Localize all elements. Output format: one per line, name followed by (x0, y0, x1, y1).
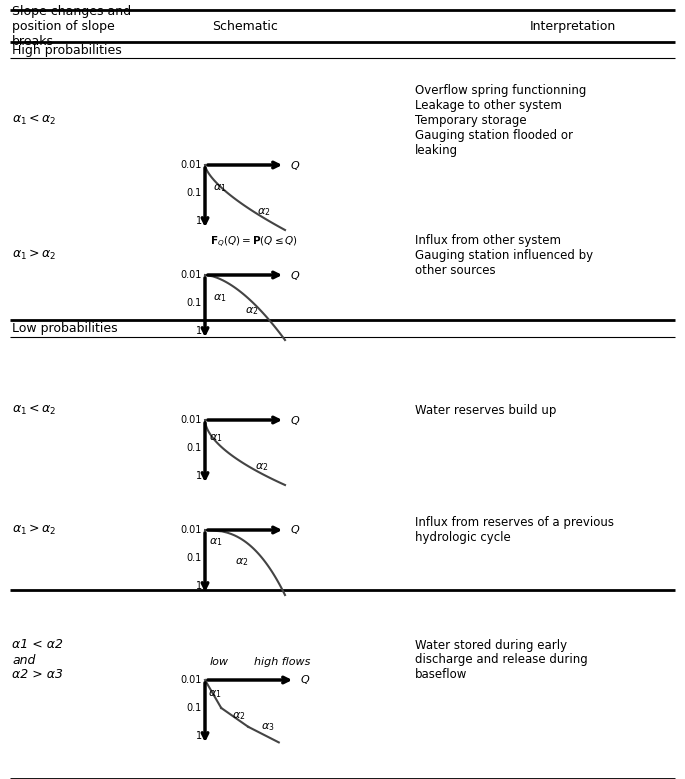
Text: $Q$: $Q$ (300, 674, 310, 686)
Text: 0.1: 0.1 (187, 188, 202, 198)
Text: 1: 1 (196, 216, 202, 226)
Text: $\alpha_1$: $\alpha_1$ (208, 689, 221, 700)
Text: $\alpha_3$: $\alpha_3$ (261, 721, 275, 733)
Text: 1: 1 (196, 731, 202, 741)
Text: 0.1: 0.1 (187, 443, 202, 453)
Text: Influx from reserves of a previous
hydrologic cycle: Influx from reserves of a previous hydro… (415, 516, 614, 544)
Text: $\alpha_2$: $\alpha_2$ (232, 710, 245, 721)
Text: $\alpha_1$: $\alpha_1$ (213, 182, 227, 194)
Text: 1: 1 (196, 326, 202, 336)
Text: high flows: high flows (255, 657, 311, 667)
Text: $Q$: $Q$ (290, 269, 300, 281)
Text: 0.01: 0.01 (181, 160, 202, 170)
Text: Water stored during early
discharge and release during
baseflow: Water stored during early discharge and … (415, 639, 588, 682)
Text: 0.1: 0.1 (187, 553, 202, 563)
Text: $Q$: $Q$ (290, 158, 300, 171)
Text: Low probabilities: Low probabilities (12, 322, 118, 334)
Text: $\alpha_2$: $\alpha_2$ (257, 206, 271, 217)
Text: Schematic: Schematic (212, 19, 278, 33)
Text: $\alpha_1$: $\alpha_1$ (209, 432, 223, 444)
Text: α1 < α2
and
α2 > α3: α1 < α2 and α2 > α3 (12, 639, 63, 682)
Text: $\alpha_1 > \alpha_2$: $\alpha_1 > \alpha_2$ (12, 523, 56, 537)
Text: $\alpha_1 > \alpha_2$: $\alpha_1 > \alpha_2$ (12, 248, 56, 262)
Text: $\alpha_1 < \alpha_2$: $\alpha_1 < \alpha_2$ (12, 403, 56, 417)
Text: 1: 1 (196, 581, 202, 591)
Text: $\mathbf{F}_Q(Q) = \mathbf{P}(Q \leq Q)$: $\mathbf{F}_Q(Q) = \mathbf{P}(Q \leq Q)$ (210, 234, 298, 249)
Text: Influx from other system
Gauging station influenced by
other sources: Influx from other system Gauging station… (415, 234, 593, 277)
Text: low: low (210, 657, 229, 667)
Text: Overflow spring functionning
Leakage to other system
Temporary storage
Gauging s: Overflow spring functionning Leakage to … (415, 83, 586, 157)
Text: $\alpha_1$: $\alpha_1$ (213, 292, 227, 304)
Text: 0.1: 0.1 (187, 298, 202, 308)
Text: $\alpha_1 < \alpha_2$: $\alpha_1 < \alpha_2$ (12, 113, 56, 127)
Text: $\alpha_2$: $\alpha_2$ (236, 557, 249, 569)
Text: Slope changes and
position of slope
breaks: Slope changes and position of slope brea… (12, 5, 131, 48)
Text: 0.01: 0.01 (181, 415, 202, 425)
Text: $\alpha_1$: $\alpha_1$ (209, 536, 223, 548)
Text: High probabilities: High probabilities (12, 44, 122, 57)
Text: 0.01: 0.01 (181, 270, 202, 280)
Text: 0.01: 0.01 (181, 525, 202, 535)
Text: 0.01: 0.01 (181, 675, 202, 685)
Text: 0.1: 0.1 (187, 703, 202, 713)
Text: $\alpha_2$: $\alpha_2$ (255, 461, 268, 473)
Text: $Q$: $Q$ (290, 414, 300, 426)
Text: Water reserves build up: Water reserves build up (415, 404, 556, 417)
Text: 1: 1 (196, 471, 202, 481)
Text: $\alpha_2$: $\alpha_2$ (245, 305, 258, 316)
Text: $Q$: $Q$ (290, 523, 300, 537)
Text: Interpretation: Interpretation (530, 19, 616, 33)
